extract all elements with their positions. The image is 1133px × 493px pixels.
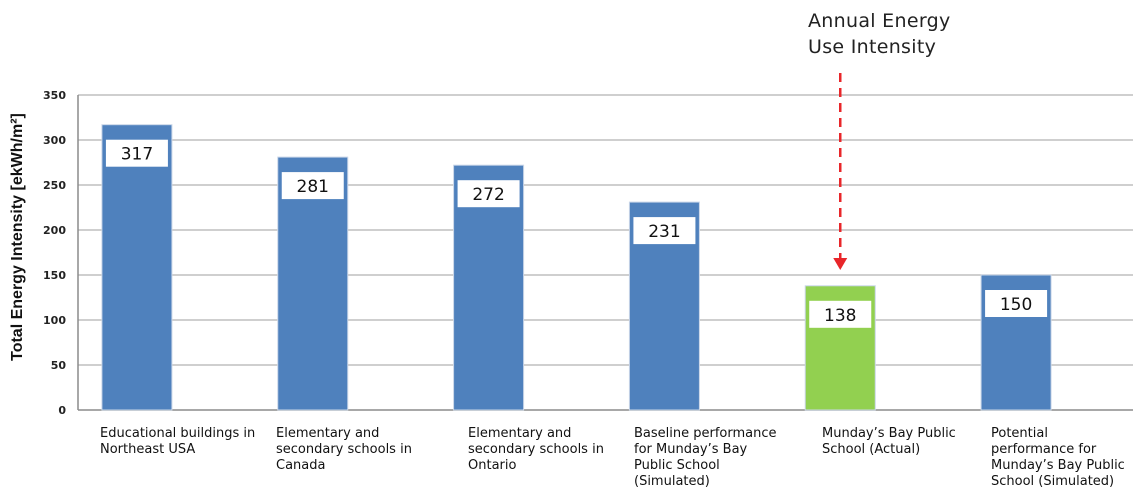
x-category-label: Baseline performance for Munday’s Bay Pu… [634, 426, 777, 489]
axes: 0 50 100 150 200 250 300 350 [43, 89, 1133, 417]
data-label: 281 [297, 177, 329, 197]
data-label-box [457, 180, 520, 208]
y-tick-label: 0 [58, 404, 66, 417]
data-label: 272 [472, 185, 504, 205]
data-label-box [105, 139, 168, 167]
y-tick-label: 350 [43, 89, 66, 102]
x-category-label: Munday’s Bay Public School (Actual) [822, 426, 956, 457]
y-tick-label: 250 [43, 179, 66, 192]
bar [101, 124, 173, 411]
y-tick-label: 150 [43, 269, 66, 282]
annotation-arrow [833, 73, 848, 270]
y-tick-label: 200 [43, 224, 66, 237]
arrow-head-icon [833, 258, 848, 270]
x-category-label: Educational buildings in Northeast USA [100, 426, 256, 457]
data-label: 317 [121, 145, 153, 165]
data-label-box [633, 217, 696, 245]
annotation-line-2: Use Intensity [808, 36, 937, 58]
x-category-label: Potential performance for Munday’s Bay P… [991, 426, 1125, 489]
y-tick-label: 300 [43, 134, 66, 147]
annotation-line-1: Annual Energy [808, 10, 951, 32]
y-axis-title: Total Energy Intensity [ekWh/m²] [9, 113, 26, 361]
data-label-box [809, 300, 872, 328]
data-label: 150 [1000, 295, 1032, 315]
bar [277, 156, 349, 411]
bars [101, 124, 1052, 411]
x-category-label: Elementary and secondary schools in Onta… [468, 426, 604, 473]
data-label: 231 [648, 222, 680, 242]
data-label-box [985, 290, 1048, 317]
gridlines [78, 94, 1133, 366]
annotation-text: Annual Energy Use Intensity [808, 8, 951, 60]
y-tick-label: 100 [43, 314, 66, 327]
data-label: 138 [824, 306, 856, 326]
y-tick-label: 50 [51, 359, 67, 372]
data-label-box [281, 172, 344, 200]
data-labels: 317 281 272 231 138 150 [105, 139, 1048, 328]
x-category-label: Elementary and secondary schools in Cana… [276, 426, 412, 473]
